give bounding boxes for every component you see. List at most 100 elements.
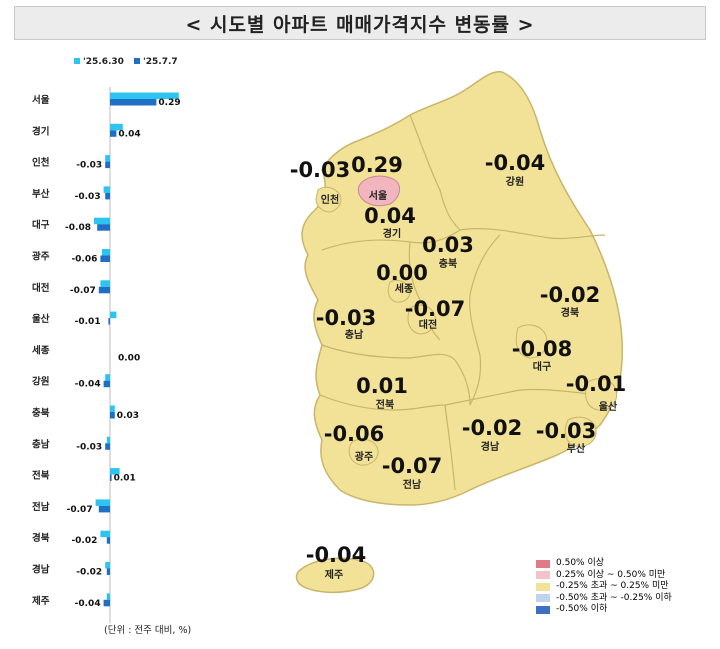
map-region-daejeon <box>407 304 436 335</box>
bar-legend-swatch <box>134 58 140 64</box>
bar-category-label: 경기 <box>32 125 49 137</box>
map-value-label: 0.04 <box>364 204 416 228</box>
bar-data-label: -0.03 <box>76 161 102 171</box>
map-border-gyeonggi-south <box>321 229 461 251</box>
bar-curr <box>105 443 110 450</box>
bar-prev <box>110 92 179 99</box>
bar-legend-label: '25.7.7 <box>143 57 178 67</box>
bar-prev <box>106 436 110 444</box>
map-value-label: -0.07 <box>382 454 443 478</box>
bar-category-label: 강원 <box>32 376 49 388</box>
bar-curr <box>110 130 117 137</box>
bar-category-label: 광주 <box>32 251 50 263</box>
legend-label: 0.25% 이상 ~ 0.50% 미만 <box>556 569 666 580</box>
map-region-seoul <box>357 175 401 207</box>
map-region-name: 서울 <box>369 189 387 202</box>
map-region-sejong <box>387 279 411 303</box>
map-region-daegu <box>515 324 548 359</box>
map-value-label: -0.02 <box>540 283 601 307</box>
map-region-busan <box>564 416 597 447</box>
bar-category-label: 경남 <box>32 564 50 576</box>
legend-swatch <box>536 582 550 591</box>
bar-category-label: 울산 <box>32 313 50 325</box>
map-value-label: 0.29 <box>351 153 403 177</box>
legend-label: -0.25% 초과 ~ 0.25% 미만 <box>556 581 669 591</box>
bar-prev <box>100 280 110 287</box>
bar-data-label: 0.01 <box>114 474 136 484</box>
legend-swatch <box>536 571 550 580</box>
legend-swatch <box>536 559 550 568</box>
legend-item: 0.50% 이상 <box>536 558 672 570</box>
legend-swatch <box>536 605 550 614</box>
map-region-name: 울산 <box>599 400 618 413</box>
legend-item: -0.25% 초과 ~ 0.25% 미만 <box>536 581 672 593</box>
bar-category-label: 대구 <box>32 219 50 231</box>
map-region-name: 전북 <box>376 398 394 411</box>
bar-data-label: -0.04 <box>75 599 101 609</box>
map-border-jeonbuk-jeonnam <box>319 394 446 411</box>
map-value-label: -0.02 <box>462 416 523 440</box>
bar-curr <box>98 286 110 294</box>
bar-curr <box>110 412 115 419</box>
bar-curr <box>110 99 157 106</box>
map-value-label: -0.03 <box>536 419 597 443</box>
map-region-name: 광주 <box>355 451 373 463</box>
bar-category-label: 세종 <box>32 344 50 356</box>
bar-data-label: -0.01 <box>75 317 101 327</box>
bar-data-label: -0.08 <box>65 223 91 233</box>
bar-category-label: 부산 <box>32 188 50 200</box>
map-border-gyeonggi-gangwon <box>409 114 461 231</box>
korea-map: 0.29서울-0.03인천0.04경기-0.04강원0.03충북0.00세종-0… <box>290 71 626 594</box>
map-region-name: 경기 <box>383 227 401 240</box>
map-border-chungnam-chungbuk <box>408 241 441 341</box>
map-border-gyeongnam-jeonnam <box>444 404 456 491</box>
map-region-ulsan <box>585 378 618 411</box>
map-region-name: 충북 <box>439 257 457 270</box>
bar-category-label: 서울 <box>32 94 50 106</box>
bar-prev <box>105 155 110 162</box>
map-value-label: -0.06 <box>324 422 385 446</box>
bar-curr <box>110 474 112 482</box>
legend-swatch <box>536 594 550 603</box>
legend-item: 0.25% 이상 ~ 0.50% 미만 <box>536 570 672 582</box>
bar-curr <box>97 224 110 231</box>
map-value-label: -0.04 <box>306 543 367 567</box>
bar-data-label: 0.29 <box>158 98 180 108</box>
map-value-label: -0.08 <box>512 337 573 361</box>
bar-data-label: -0.03 <box>76 442 102 452</box>
map-region-name: 대구 <box>533 360 551 373</box>
map-region-name: 세종 <box>395 282 413 295</box>
bar-prev <box>102 249 110 256</box>
bar-curr <box>106 537 110 544</box>
bar-data-label: -0.07 <box>70 286 96 296</box>
bar-curr <box>108 318 110 325</box>
map-region-name: 대전 <box>419 318 437 331</box>
bar-category-label: 대전 <box>32 282 49 294</box>
bar-data-label: -0.07 <box>67 505 93 515</box>
legend-label: -0.50% 이하 <box>556 604 608 614</box>
bar-curr <box>98 505 110 513</box>
bar-data-label: -0.02 <box>71 536 97 546</box>
bar-prev <box>105 562 110 569</box>
bar-prev <box>110 311 117 319</box>
bar-prev <box>110 468 120 475</box>
bar-category-label: 충남 <box>32 438 50 450</box>
map-region-name: 제주 <box>325 568 343 581</box>
bar-curr <box>105 192 110 200</box>
map-value-label: -0.03 <box>316 306 377 330</box>
map-shapes <box>295 71 624 594</box>
bar-category-label: 전남 <box>32 501 50 513</box>
bar-curr <box>105 161 110 169</box>
legend-label: -0.50% 초과 ~ -0.25% 이하 <box>556 592 672 603</box>
map-region-name: 부산 <box>567 442 586 455</box>
map-border-jeolla-north <box>321 344 471 406</box>
map-region-name: 인천 <box>321 193 339 206</box>
bar-prev <box>106 593 110 600</box>
map-value-label: 0.00 <box>376 261 428 285</box>
bar-data-label: -0.06 <box>71 255 97 265</box>
map-region-jeju <box>295 557 375 594</box>
map-region-name: 경북 <box>561 306 579 319</box>
map-region-name: 충남 <box>345 328 364 341</box>
bar-curr <box>103 380 110 388</box>
map-region-name: 전남 <box>403 478 422 491</box>
